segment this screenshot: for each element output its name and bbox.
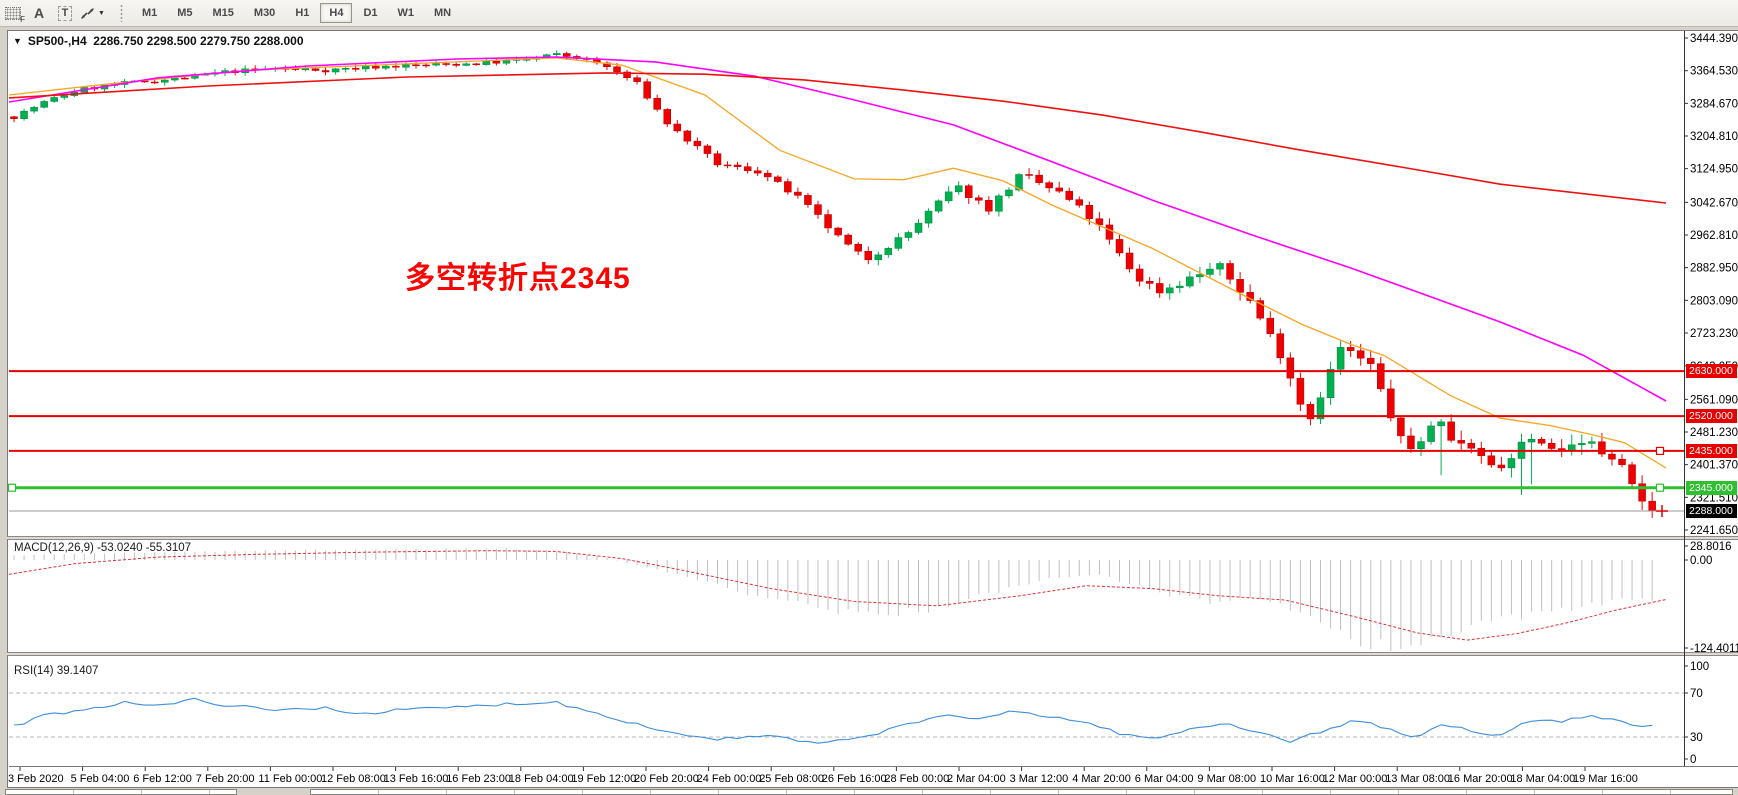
minimized-window-strip[interactable]	[310, 789, 1733, 795]
timeframe-button-w1[interactable]: W1	[397, 7, 415, 19]
timeframe-button-m5[interactable]: M5	[177, 7, 193, 19]
text-tool-button[interactable]: T	[54, 3, 76, 23]
top-toolbar: F A T ▼ M1 M5 M15 M30 H1 H4 D1 W1 MN	[0, 0, 1738, 27]
text-tool-glyph: T	[57, 5, 73, 21]
dropdown-caret-icon: ▼	[98, 9, 105, 17]
timeframe-button-m30[interactable]: M30	[253, 7, 276, 19]
price-level-badge: 2345.000	[1686, 480, 1737, 495]
current-price-badge: 2288.000	[1686, 504, 1737, 519]
timeframe-button-h4[interactable]: H4	[320, 3, 353, 23]
grid-icon-letter: F	[20, 14, 25, 24]
price-level-badge: 2630.000	[1686, 364, 1737, 379]
rsi-indicator-label: RSI(14) 39.1407	[14, 665, 99, 677]
toolbar-grip[interactable]	[118, 4, 124, 22]
arrows-tool-button[interactable]: ▼	[80, 3, 105, 23]
timeframe-button-h1[interactable]: H1	[295, 7, 310, 19]
chart-grid-f-icon[interactable]: F	[2, 3, 25, 24]
arrows-icon	[81, 7, 94, 19]
price-level-badge: 2435.000	[1686, 443, 1737, 458]
chart-title-dropdown-icon: ▼	[13, 36, 22, 46]
dotted-grid-icon: F	[5, 6, 25, 24]
timeframe-button-d1[interactable]: D1	[363, 7, 378, 19]
timeframe-button-m1[interactable]: M1	[141, 7, 158, 19]
chart-title[interactable]: ▼ SP500-,H4 2286.750 2298.500 2279.750 22…	[13, 34, 304, 48]
chart-title-text: SP500-,H4 2286.750 2298.500 2279.750 228…	[27, 34, 304, 48]
chart-annotation-text[interactable]: 多空转折点2345	[405, 262, 631, 295]
chart-window[interactable]	[7, 30, 1738, 788]
macd-indicator-label: MACD(12,26,9) -53.0240 -55.3107	[14, 542, 192, 554]
timeframe-button-m15[interactable]: M15	[212, 7, 234, 19]
label-tool-button[interactable]: A	[33, 5, 45, 21]
minimized-window-strip[interactable]	[5, 789, 237, 795]
price-level-badge: 2520.000	[1686, 409, 1737, 424]
timeframe-button-mn[interactable]: MN	[434, 7, 452, 19]
timeframe-toolbar: M1 M5 M15 M30 H1 H4 D1 W1 MN	[132, 3, 461, 23]
